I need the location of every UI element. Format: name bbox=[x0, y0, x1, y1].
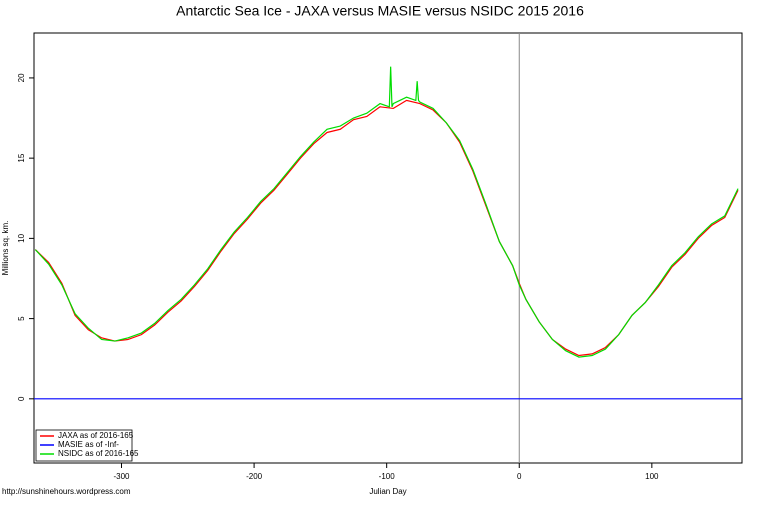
y-tick-label: 10 bbox=[17, 233, 26, 242]
plot-frame bbox=[33, 32, 743, 464]
x-tick-label: -200 bbox=[246, 472, 263, 481]
chart-title: Antarctic Sea Ice - JAXA versus MASIE ve… bbox=[176, 3, 584, 19]
x-tick-label: -300 bbox=[113, 472, 130, 481]
x-tick-label: 0 bbox=[517, 472, 522, 481]
y-tick-label: 20 bbox=[17, 73, 26, 82]
series-line bbox=[34, 66, 739, 358]
y-tick-label: 15 bbox=[17, 153, 26, 162]
y-tick-label: 5 bbox=[17, 316, 26, 321]
y-tick-label: 0 bbox=[17, 396, 26, 401]
x-tick-label: 100 bbox=[645, 472, 659, 481]
y-axis-label: Millions sq. km. bbox=[1, 221, 10, 276]
source: http://sunshinehours.wordpress.com bbox=[2, 487, 131, 496]
series-line bbox=[34, 99, 739, 357]
x-axis-label: Julian Day bbox=[369, 487, 406, 496]
legend-label: JAXA as of 2016-165 bbox=[58, 431, 134, 440]
legend-label: NSIDC as of 2016-165 bbox=[58, 449, 139, 458]
legend-label: MASIE as of -Inf- bbox=[58, 440, 119, 449]
x-tick-label: -100 bbox=[379, 472, 396, 481]
